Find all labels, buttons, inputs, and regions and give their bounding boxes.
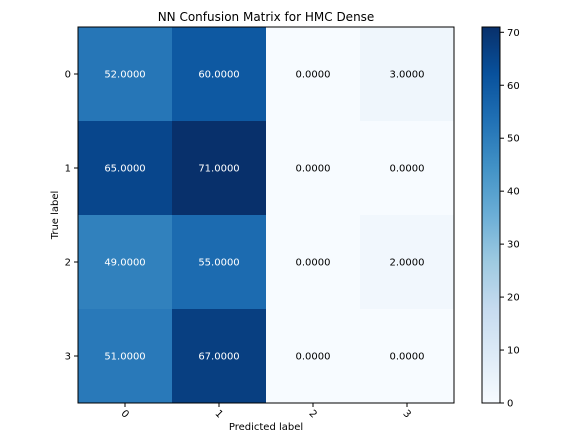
colorbar-tick-label: 30 — [507, 240, 520, 251]
heatmap-cell-labels: 52.0000 60.0000 0.0000 3.0000 65.0000 71.0000… — [104, 70, 424, 363]
heatmap-cell — [172, 121, 267, 216]
y-tick-label: 1 — [65, 164, 71, 175]
y-tick-label: 0 — [65, 70, 71, 81]
heatmap-cell-label: 0.0000 — [296, 70, 331, 81]
heatmap-cell — [78, 215, 173, 310]
colorbar-tick-label: 50 — [507, 134, 520, 145]
chart-title: NN Confusion Matrix for HMC Dense — [158, 10, 375, 24]
y-axis-ticks: 0 1 2 3 — [65, 70, 78, 363]
x-tick-label: 0 — [119, 408, 131, 420]
heatmap-cell — [266, 27, 361, 122]
heatmap-cell-label: 52.0000 — [104, 70, 145, 81]
heatmap-cell-label: 49.0000 — [104, 258, 145, 269]
heatmap-cell — [360, 309, 455, 404]
colorbar-tick-label: 70 — [507, 28, 520, 39]
heatmap-cell — [78, 121, 173, 216]
heatmap-cell-label: 55.0000 — [198, 258, 239, 269]
heatmap-cell — [266, 309, 361, 404]
y-tick-label: 2 — [65, 258, 71, 269]
heatmap-cell — [360, 121, 455, 216]
heatmap-cell — [360, 215, 455, 310]
x-axis-label: Predicted label — [229, 422, 303, 432]
heatmap-cell-label: 60.0000 — [198, 70, 239, 81]
heatmap-cell — [360, 27, 455, 122]
colorbar-tick-label: 40 — [507, 187, 520, 198]
heatmap-cell-label: 67.0000 — [198, 352, 239, 363]
colorbar-tick-label: 60 — [507, 81, 520, 92]
colorbar — [482, 27, 500, 403]
x-tick-label: 3 — [401, 408, 413, 420]
heatmap-cell-label: 2.0000 — [390, 258, 425, 269]
colorbar-frame — [481, 26, 501, 404]
heatmap-cell — [266, 121, 361, 216]
colorbar-tick-label: 10 — [507, 346, 520, 357]
heatmap-cell-label: 0.0000 — [390, 164, 425, 175]
colorbar-tick-label: 20 — [507, 293, 520, 304]
heatmap-cell-label: 51.0000 — [104, 352, 145, 363]
colorbar-tick-label: 0 — [507, 399, 513, 410]
heatmap-cell-label: 0.0000 — [296, 352, 331, 363]
heatmap-cell — [266, 215, 361, 310]
x-tick-label: 1 — [213, 408, 225, 420]
heatmap-cell — [172, 215, 267, 310]
heatmap-cell-label: 0.0000 — [390, 352, 425, 363]
y-axis-label: True label — [50, 191, 61, 241]
y-tick-label: 3 — [65, 352, 71, 363]
x-axis-ticks: 0 1 2 3 — [119, 403, 413, 420]
heatmap-cell-label: 3.0000 — [390, 70, 425, 81]
plot-frame — [77, 26, 455, 404]
heatmap-cell-label: 0.0000 — [296, 164, 331, 175]
heatmap-cells — [78, 27, 455, 404]
heatmap-cell-label: 71.0000 — [198, 164, 239, 175]
colorbar-ticks: 0 10 20 30 40 50 60 70 — [500, 28, 520, 410]
heatmap-cell-label: 65.0000 — [104, 164, 145, 175]
heatmap-cell — [78, 27, 173, 122]
heatmap-cell-label: 0.0000 — [296, 258, 331, 269]
heatmap-cell — [78, 309, 173, 404]
heatmap-cell — [172, 27, 267, 122]
x-tick-label: 2 — [307, 408, 319, 420]
heatmap-cell — [172, 309, 267, 404]
